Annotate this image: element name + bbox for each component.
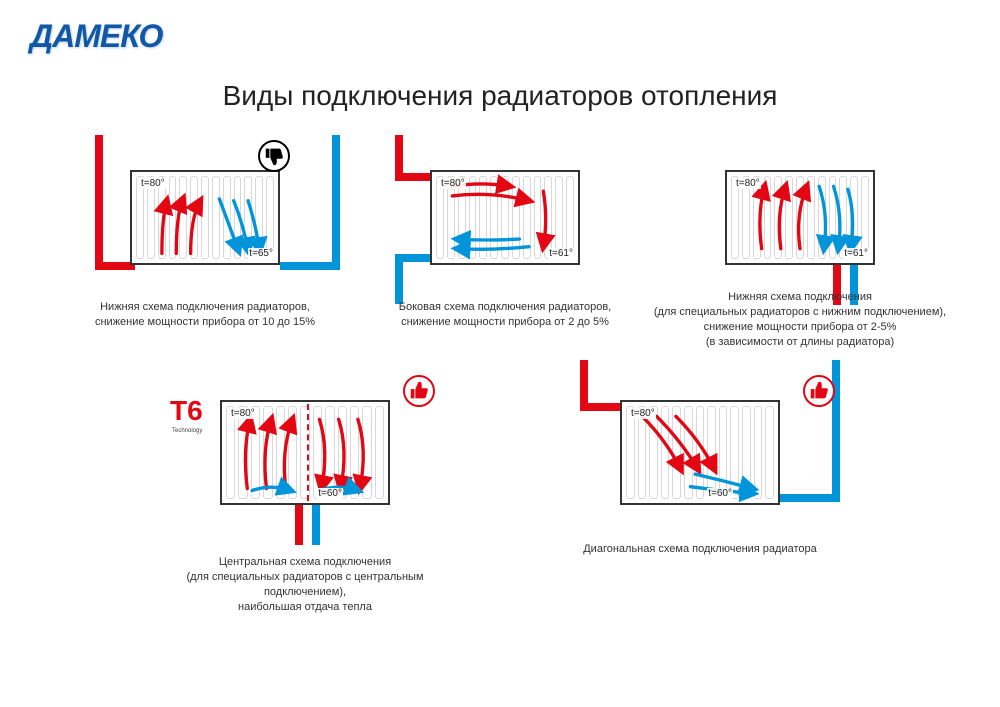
- page-title: Виды подключения радиаторов отопления: [0, 80, 1000, 112]
- thumbs-up-icon: [803, 375, 835, 407]
- diagram-d1: t=80°t=65° Нижняя схема подключения ради…: [130, 170, 280, 265]
- hot-pipe: [395, 173, 435, 181]
- thumbs-down-icon: [258, 140, 290, 172]
- temp-out-label: t=61°: [843, 248, 869, 259]
- diagram-caption: Центральная схема подключения(для специа…: [145, 555, 465, 614]
- diagram-caption: Диагональная схема подключения радиатора: [550, 542, 850, 557]
- center-divider: [307, 404, 309, 501]
- temp-in-label: t=80°: [230, 408, 256, 419]
- diagram-d4: t=80°t=60° T6TechnologyЦентральная схема…: [220, 400, 390, 505]
- logo: ДАМЕКО: [30, 18, 162, 55]
- hot-pipe: [95, 135, 103, 270]
- cold-pipe: [332, 135, 340, 270]
- temp-out-label: t=61°: [548, 248, 574, 259]
- radiator: t=80° t=60°: [620, 400, 780, 505]
- temp-in-label: t=80°: [140, 178, 166, 189]
- temp-in-label: t=80°: [735, 178, 761, 189]
- cold-pipe: [780, 494, 840, 502]
- temp-out-label: t=60°: [317, 488, 343, 499]
- radiator: t=80° t=60°: [220, 400, 390, 505]
- diagram-d3: t=80°t=61°Нижняя схема подключения(для с…: [725, 170, 875, 265]
- t6-logo: T6: [170, 395, 203, 427]
- temp-out-label: t=65°: [248, 248, 274, 259]
- cold-pipe: [312, 505, 320, 545]
- temp-in-label: t=80°: [440, 178, 466, 189]
- diagram-caption: Боковая схема подключения радиаторов,сни…: [375, 300, 635, 330]
- temp-out-label: t=60°: [707, 488, 733, 499]
- hot-pipe: [95, 262, 135, 270]
- diagram-caption: Нижняя схема подключения(для специальных…: [650, 290, 950, 349]
- cold-pipe: [832, 360, 840, 502]
- diagram-d5: t=80°t=60° Диагональная схема подключени…: [620, 400, 780, 505]
- diagram-caption: Нижняя схема подключения радиаторов,сниж…: [75, 300, 335, 330]
- radiator: t=80° t=61°: [430, 170, 580, 265]
- t6-sublabel: Technology: [172, 428, 202, 434]
- radiator: t=80° t=65°: [130, 170, 280, 265]
- cold-pipe: [280, 262, 340, 270]
- radiator: t=80° t=61°: [725, 170, 875, 265]
- diagram-d2: t=80°t=61°Боковая схема подключения ради…: [430, 170, 580, 265]
- hot-pipe: [295, 505, 303, 545]
- temp-in-label: t=80°: [630, 408, 656, 419]
- hot-pipe: [580, 403, 625, 411]
- cold-pipe: [395, 254, 403, 304]
- thumbs-up-icon: [403, 375, 435, 407]
